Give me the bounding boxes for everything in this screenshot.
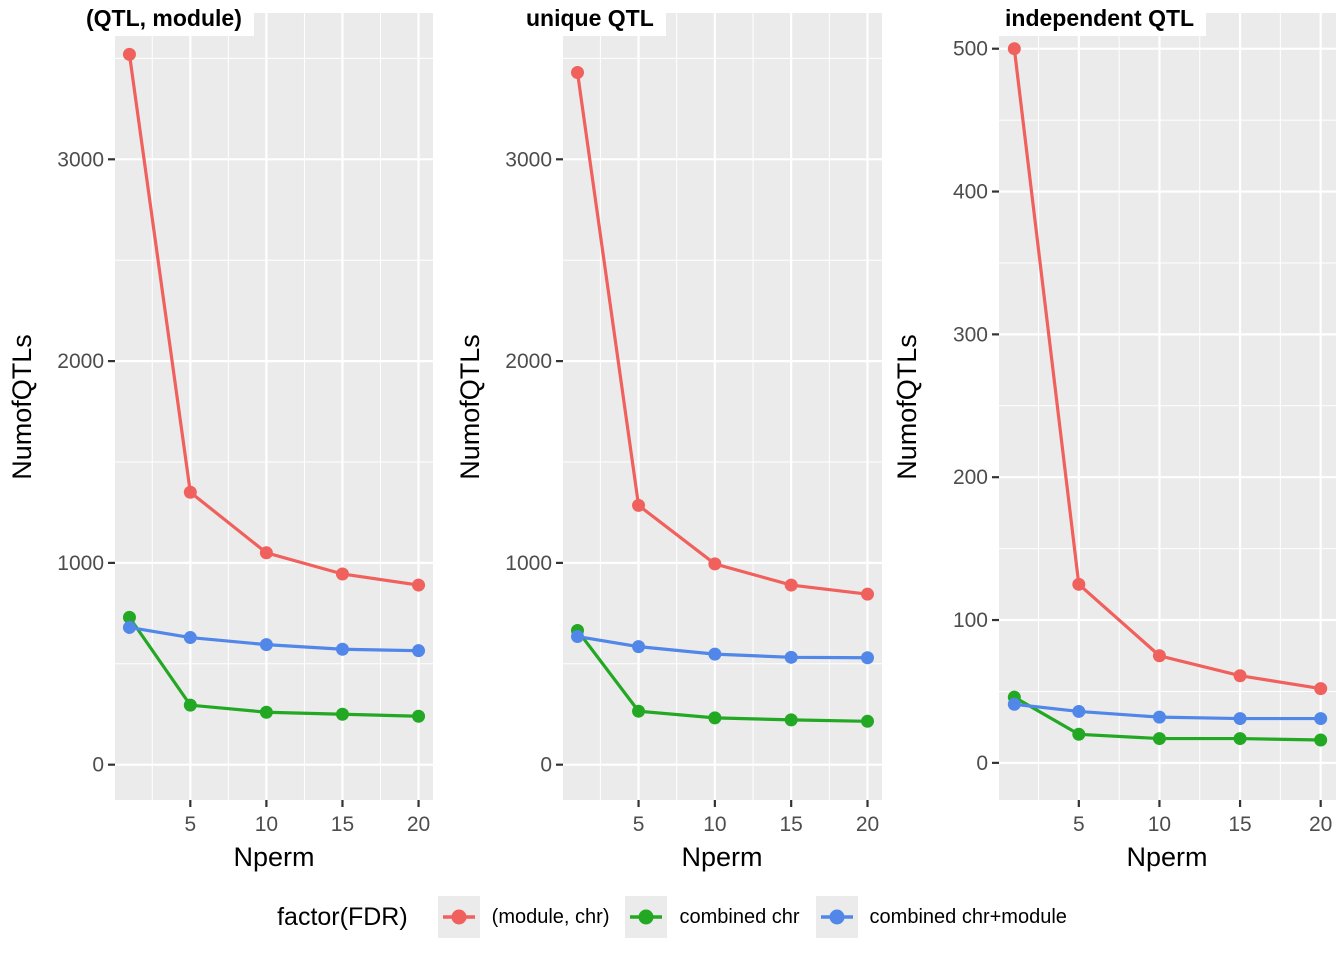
data-point [183, 485, 197, 499]
data-point [1072, 704, 1086, 718]
data-point [183, 698, 197, 712]
y-tick-label: 0 [976, 752, 988, 775]
y-tick-label: 0 [92, 754, 104, 777]
data-point [1007, 42, 1021, 56]
data-point [335, 567, 349, 581]
legend-item: combined chr [625, 896, 800, 938]
panel3-x-axis-title: Nperm [1126, 842, 1208, 872]
data-point [861, 714, 874, 728]
legend-label: combined chr+module [869, 905, 1067, 928]
x-tick-label: 5 [633, 813, 645, 836]
data-point [1233, 732, 1247, 746]
legend: factor(FDR) (module, chr) combined chr [0, 889, 1344, 945]
line-point-key-icon [437, 896, 480, 938]
legend-title: factor(FDR) [277, 902, 408, 931]
data-point [632, 640, 646, 654]
data-point [259, 705, 273, 719]
data-point [1233, 712, 1247, 726]
data-point [784, 650, 798, 664]
y-tick-label: 200 [953, 466, 988, 489]
data-point [1072, 577, 1086, 591]
panel-background [563, 13, 882, 800]
data-point [122, 610, 136, 624]
panel-background [999, 13, 1336, 800]
data-point [571, 630, 584, 644]
data-point [1007, 697, 1021, 711]
panel-background [115, 13, 433, 800]
y-tick-label: 0 [540, 754, 552, 777]
y-tick-label: 3000 [505, 148, 552, 171]
data-point [708, 711, 722, 725]
data-point [632, 498, 646, 512]
data-point [1314, 712, 1328, 726]
x-tick-label: 15 [331, 813, 354, 836]
y-tick-label: 1000 [505, 552, 552, 575]
y-tick-label: 500 [953, 38, 988, 61]
x-tick-label: 20 [856, 813, 879, 836]
panel1-x-axis-title: Nperm [233, 842, 315, 872]
panel2-x-axis-title: Nperm [681, 842, 763, 872]
y-tick-label: 300 [953, 323, 988, 346]
y-tick-label: 2000 [505, 350, 552, 373]
data-point [784, 713, 798, 727]
data-point [1072, 727, 1086, 741]
data-point [335, 707, 349, 721]
data-point [784, 578, 798, 592]
y-tick-label: 100 [953, 609, 988, 632]
data-point [122, 620, 136, 634]
y-tick-label: 3000 [57, 148, 104, 171]
x-tick-label: 15 [780, 813, 803, 836]
data-point [1152, 710, 1166, 724]
data-point [122, 47, 136, 61]
x-tick-label: 10 [1148, 813, 1171, 836]
data-point [861, 651, 874, 665]
legend-item: combined chr+module [815, 896, 1067, 938]
x-tick-label: 10 [703, 813, 726, 836]
data-point [861, 587, 874, 601]
line-point-key-icon [625, 896, 668, 938]
x-tick-label: 20 [1309, 813, 1332, 836]
data-point [412, 578, 426, 592]
legend-item: (module, chr) [437, 896, 610, 938]
x-tick-label: 15 [1228, 813, 1251, 836]
panel2-title: unique QTL [520, 0, 666, 36]
data-point [183, 631, 197, 645]
data-point [708, 647, 722, 661]
legend-label: (module, chr) [491, 905, 610, 928]
panel3-title: independent QTL [999, 0, 1207, 36]
panel1-title: (QTL, module) [80, 0, 254, 36]
data-point [708, 557, 722, 571]
x-tick-label: 5 [184, 813, 196, 836]
data-point [1152, 732, 1166, 746]
data-point [1233, 669, 1247, 683]
data-point [1314, 733, 1328, 747]
data-point [571, 66, 584, 80]
y-tick-label: 1000 [57, 552, 104, 575]
data-point [632, 704, 646, 718]
line-point-key-icon [815, 896, 858, 938]
y-tick-label: 400 [953, 181, 988, 204]
data-point [412, 644, 426, 658]
data-point [259, 638, 273, 652]
data-point [1314, 682, 1328, 696]
data-point [335, 642, 349, 656]
data-point [259, 546, 273, 560]
x-tick-label: 20 [407, 813, 430, 836]
legend-label: combined chr [679, 905, 800, 928]
panel3-y-axis-title: NumofQTLs [892, 334, 922, 480]
data-point [1152, 649, 1166, 663]
y-tick-label: 2000 [57, 350, 104, 373]
x-tick-label: 5 [1073, 813, 1085, 836]
panel2-y-axis-title: NumofQTLs [455, 334, 485, 480]
data-point [412, 709, 426, 723]
x-tick-label: 10 [255, 813, 278, 836]
panel1-y-axis-title: NumofQTLs [7, 334, 37, 480]
